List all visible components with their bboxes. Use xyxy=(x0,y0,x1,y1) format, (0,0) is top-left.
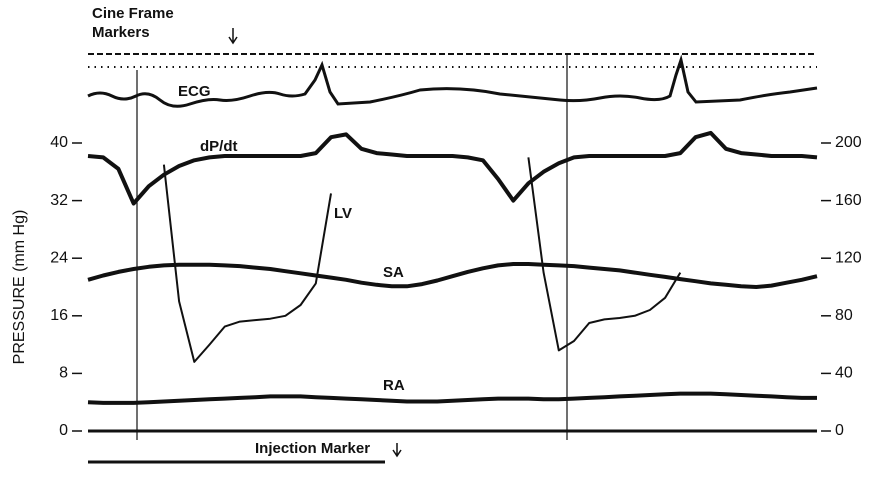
trace-label: LV xyxy=(334,205,352,222)
y-tick-label: 16 xyxy=(50,307,68,324)
arrow xyxy=(228,28,238,45)
injection-label: Injection Marker xyxy=(255,440,370,457)
y-tick-label: 8 xyxy=(59,365,68,382)
y2-tick-label: 80 xyxy=(835,307,853,324)
trace-label: RA xyxy=(383,377,405,394)
y2-tick-label: 200 xyxy=(835,134,862,151)
y-axis-label: PRESSURE (mm Hg) xyxy=(11,210,28,365)
y2-tick-label: 40 xyxy=(835,365,853,382)
ecg-label: ECG xyxy=(178,83,211,100)
y2-tick-label: 0 xyxy=(835,422,844,439)
y2-tick-label: 160 xyxy=(835,192,862,209)
arrow xyxy=(392,443,402,458)
y-tick-label: 32 xyxy=(50,192,68,209)
y2-tick-label: 120 xyxy=(835,249,862,266)
trace-label: SA xyxy=(383,264,404,281)
y-tick-label: 24 xyxy=(50,249,68,266)
trace xyxy=(87,391,817,405)
trace xyxy=(87,262,818,289)
trace-label: dP/dt xyxy=(200,138,238,155)
trace xyxy=(87,130,818,206)
trace xyxy=(162,157,682,363)
ecg-trace xyxy=(87,54,818,108)
cine-label-1: Cine Frame xyxy=(92,5,174,22)
y-tick-label: 40 xyxy=(50,134,68,151)
y-tick-label: 0 xyxy=(59,422,68,439)
cine-label-2: Markers xyxy=(92,24,150,41)
